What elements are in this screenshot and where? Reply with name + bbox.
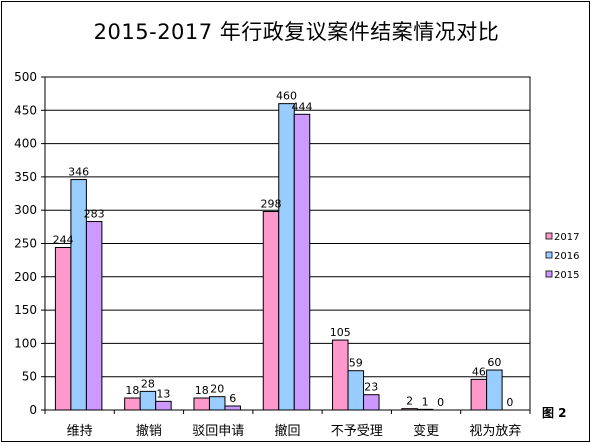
bar	[54, 246, 72, 411]
x-tick-label: 驳回申请	[192, 424, 244, 439]
data-label: 244	[53, 233, 74, 246]
data-label: 6	[229, 392, 236, 405]
x-tick-label: 变更	[413, 423, 439, 439]
bar	[85, 221, 103, 411]
y-tick-label: 450	[14, 103, 37, 117]
data-label: 460	[276, 90, 297, 103]
y-tick-label: 400	[14, 137, 37, 151]
data-label: 46	[472, 365, 486, 378]
bar	[208, 396, 226, 411]
x-tick-label: 视为放弃	[469, 424, 521, 439]
figure-label: 图 2	[542, 406, 567, 420]
bar	[293, 113, 311, 411]
data-label: 105	[330, 326, 351, 339]
x-tick-label: 不予受理	[331, 424, 383, 439]
data-label: 283	[84, 208, 105, 221]
data-label: 0	[506, 396, 513, 409]
bar	[332, 339, 349, 411]
legend-label: 2017	[554, 232, 579, 243]
y-tick-label: 150	[14, 303, 37, 317]
y-axis-ticks: 0 50 100 150 200 250 300 350 400 450 500	[14, 70, 37, 417]
y-tick-label: 200	[14, 270, 37, 284]
x-tick-label: 撤销	[136, 423, 162, 439]
y-tick-label: 500	[14, 70, 37, 84]
data-label: 18	[125, 384, 139, 397]
bar	[155, 400, 172, 411]
data-label: 444	[292, 100, 313, 113]
data-label: 59	[349, 357, 363, 370]
legend: 2017 2016 2015	[545, 232, 579, 281]
chart-title: 2015-2017 年行政复议案件结案情况对比	[93, 20, 500, 44]
bar	[124, 397, 141, 411]
y-tick-label: 50	[22, 370, 37, 384]
bar	[347, 370, 365, 411]
x-tick-label: 撤回	[274, 423, 300, 439]
data-label: 18	[195, 384, 209, 397]
data-label: 298	[261, 198, 282, 211]
axes	[41, 76, 531, 414]
data-label: 0	[437, 396, 444, 409]
legend-swatch	[545, 232, 553, 240]
bar	[139, 390, 157, 411]
data-label: 28	[141, 377, 155, 390]
data-label: 1	[422, 395, 429, 408]
data-label: 23	[364, 381, 378, 394]
data-label: 13	[156, 387, 170, 400]
legend-label: 2016	[554, 251, 579, 262]
y-tick-label: 100	[14, 336, 37, 350]
bar	[363, 394, 380, 411]
bar	[486, 369, 503, 411]
y-tick-label: 350	[14, 170, 37, 184]
bar	[224, 405, 241, 411]
data-label: 60	[487, 356, 501, 369]
legend-swatch	[545, 251, 553, 259]
y-tick-label: 0	[29, 403, 37, 417]
bar	[278, 103, 295, 411]
data-label: 2	[406, 395, 413, 408]
y-tick-label: 250	[14, 237, 37, 251]
data-label: 20	[210, 383, 224, 396]
x-tick-label: 维持	[67, 424, 93, 439]
legend-swatch	[545, 270, 553, 278]
bars	[54, 103, 503, 411]
bar	[262, 211, 280, 411]
category-labels: 维持 撤销 驳回申请 撤回 不予受理 变更 视为放弃	[67, 423, 522, 439]
bar	[470, 378, 488, 411]
y-tick-label: 300	[14, 203, 37, 217]
bar	[193, 397, 210, 411]
legend-label: 2015	[554, 270, 579, 281]
data-label: 346	[68, 166, 89, 179]
